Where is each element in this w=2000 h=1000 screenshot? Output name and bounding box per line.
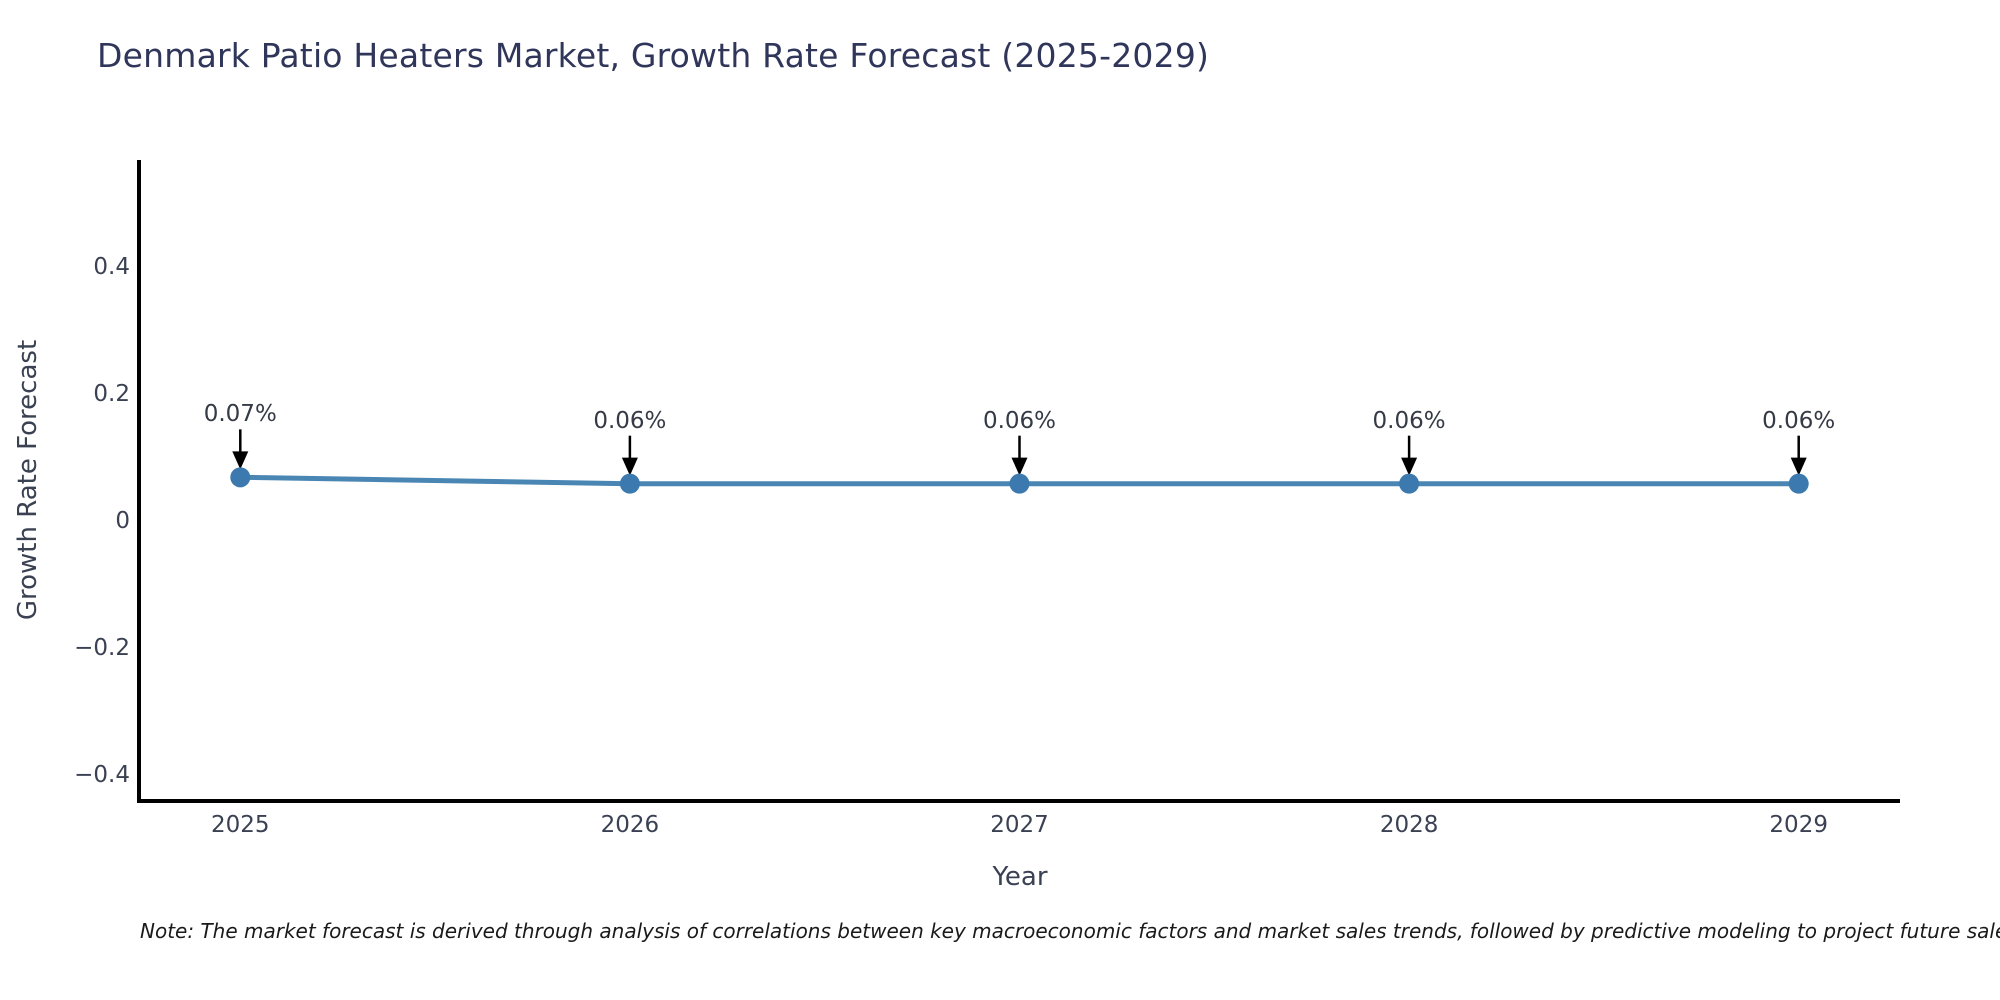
chart-title: Denmark Patio Heaters Market, Growth Rat… [97,36,1210,75]
x-tick-label: 2027 [990,812,1049,838]
y-axis-title: Growth Rate Forecast [13,339,43,621]
y-tick-label: −0.2 [74,634,130,661]
annotation-arrow-head [232,451,249,470]
x-axis-title: Year [992,862,1048,892]
annotation-arrow-head [1401,457,1418,476]
data-point-marker [1399,473,1420,494]
annotation-arrow-head [1011,457,1028,476]
annotation-arrow-head [621,457,638,476]
data-point-marker [1788,473,1809,494]
data-point-marker [619,473,640,494]
y-tick-label: 0.4 [93,253,130,280]
data-point-label: 0.06% [1372,407,1446,434]
annotation-arrow-head [1790,457,1807,476]
y-tick-label: −0.4 [74,761,130,788]
x-tick-label: 2028 [1379,812,1439,838]
data-point-marker [230,467,251,488]
x-tick-label: 2025 [211,812,270,838]
x-tick-label: 2026 [600,812,660,838]
x-tick-label: 2029 [1769,812,1828,838]
y-tick-label: 0 [115,507,130,534]
data-point-label: 0.06% [982,407,1057,434]
footnote: Note: The market forecast is derived thr… [140,919,2000,943]
data-point-label: 0.06% [593,407,667,434]
data-point-marker [1009,473,1030,494]
data-point-label: 0.07% [203,401,277,428]
y-tick-label: 0.2 [93,380,130,407]
data-point-label: 0.06% [1762,407,1836,434]
